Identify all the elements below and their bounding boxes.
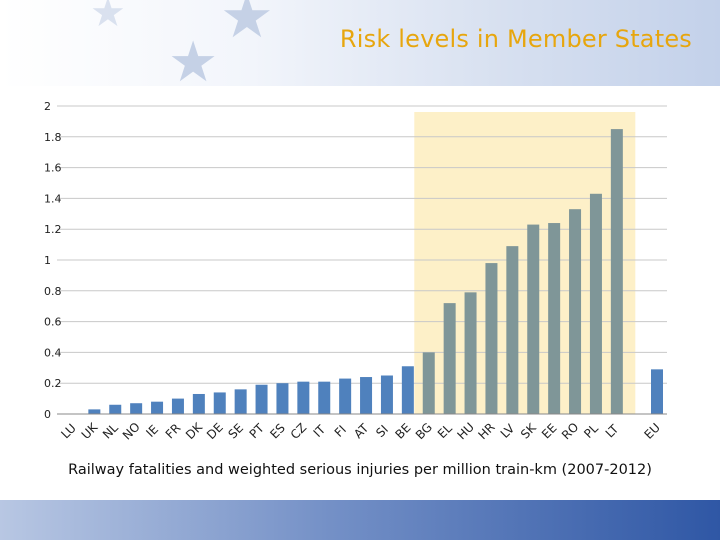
x-tick-label-lv: LV [498, 421, 518, 441]
bar-no [130, 403, 143, 414]
bar-dk [192, 393, 205, 414]
x-tick-label-fi: FI [332, 423, 349, 440]
bar-pt [255, 384, 268, 414]
bar-be [401, 366, 414, 414]
bar-hr [485, 263, 498, 414]
y-tick-label: 1.2 [44, 223, 62, 236]
y-tick-label: 0.2 [44, 377, 62, 390]
y-tick-label: 1 [44, 254, 51, 267]
bar-de [213, 392, 226, 414]
x-tick-label-se: SE [225, 421, 246, 442]
x-tick-label-lu: LU [58, 421, 78, 441]
x-tick-label-de: DE [204, 420, 226, 442]
x-tick-label-no: NO [120, 420, 143, 443]
bar-ee [548, 223, 561, 414]
gridlines [57, 105, 667, 384]
star-decoration-icon: ★ [220, 0, 274, 52]
y-tick-label: 0.4 [44, 346, 62, 359]
bar-ro [569, 209, 582, 414]
x-tick-label-el: EL [435, 421, 455, 441]
slide-title: Risk levels in Member States [339, 25, 692, 53]
x-tick-label-uk: UK [79, 420, 101, 442]
bar-at [360, 377, 373, 414]
y-tick-label: 2 [44, 100, 51, 113]
bar-uk [88, 409, 101, 414]
bar-fr [171, 398, 184, 414]
x-tick-label-pl: PL [581, 421, 601, 441]
bar-cz [297, 381, 310, 414]
y-tick-label: 1.4 [44, 192, 62, 205]
y-tick-label: 1.8 [44, 131, 62, 144]
x-tick-label-nl: NL [100, 420, 121, 441]
bar-es [276, 383, 289, 414]
x-tick-label-fr: FR [163, 421, 184, 442]
star-decoration-icon: ★ [90, 0, 126, 36]
y-tick-label: 0.8 [44, 285, 62, 298]
x-tick-label-hu: HU [454, 420, 476, 442]
x-tick-label-dk: DK [183, 419, 206, 442]
x-tick-label-pt: PT [247, 421, 268, 442]
x-tick-label-eu: EU [641, 420, 662, 441]
bar-hu [464, 292, 477, 414]
bar-nl [109, 404, 122, 414]
x-tick-label-ie: IE [143, 422, 161, 440]
bar-lt [610, 129, 623, 414]
x-tick-label-sk: SK [518, 420, 540, 442]
bar-si [380, 375, 393, 414]
header-banner: ★ ★ ★ [0, 0, 720, 86]
bars [88, 129, 663, 414]
bar-se [234, 389, 247, 414]
y-tick-label: 1.6 [44, 162, 62, 175]
x-tick-label-lt: LT [603, 421, 622, 440]
x-tick-label-be: BE [392, 421, 413, 442]
x-tick-label-hr: HR [476, 420, 498, 442]
bar-lv [506, 246, 519, 414]
bar-it [318, 381, 331, 414]
bar-ie [151, 401, 164, 414]
y-tick-label: 0.6 [44, 316, 62, 329]
y-axis-ticks: 0 0.2 0.4 0.6 0.8 1 1.2 1.4 1.6 1.8 2 [44, 100, 62, 421]
bar-sk [527, 224, 540, 414]
x-tick-label-at: AT [351, 421, 372, 442]
star-decoration-icon: ★ [168, 30, 219, 86]
bar-fi [339, 378, 352, 414]
bar-pl [589, 193, 602, 414]
x-tick-label-es: ES [267, 421, 288, 442]
footer-band [0, 500, 720, 540]
x-tick-label-ro: RO [559, 420, 581, 442]
y-tick-label: 0 [44, 408, 51, 421]
bar-eu [651, 369, 663, 414]
x-tick-label-it: IT [311, 422, 329, 440]
x-tick-label-ee: EE [539, 421, 560, 442]
x-tick-label-si: SI [373, 422, 391, 440]
chart-caption: Railway fatalities and weighted serious … [68, 462, 652, 478]
x-tick-label-cz: CZ [288, 420, 310, 442]
bar-bg [422, 352, 435, 414]
x-tick-label-bg: BG [413, 420, 435, 442]
bar-el [443, 303, 456, 414]
